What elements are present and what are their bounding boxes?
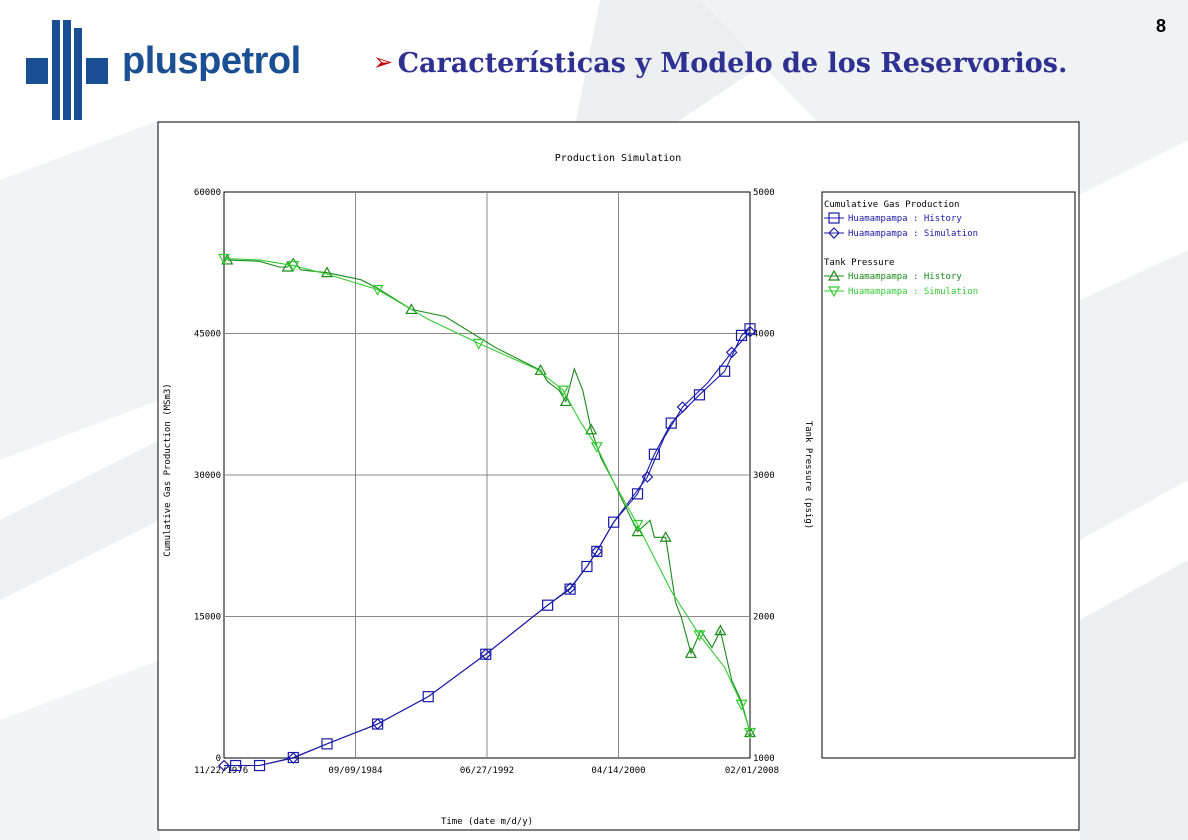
- legend-label: Huamampampa : Simulation: [848, 287, 978, 297]
- series-line: [224, 331, 751, 767]
- diamond-marker: [218, 759, 230, 772]
- series-line: [223, 257, 751, 733]
- diamond-marker: [371, 718, 384, 730]
- diamond-marker: [828, 227, 840, 239]
- y-tick-label-left: 0: [216, 754, 221, 764]
- x-axis-ticks: 11/22/1976 09/09/1984 06/27/1992 04/14/2000…: [194, 766, 779, 776]
- square-marker: [719, 365, 731, 377]
- slide-title: ➢ Características y Modelo de los Reserv…: [373, 48, 1067, 79]
- x-tick-label: 02/01/2008: [725, 766, 779, 776]
- square-marker: [631, 488, 644, 500]
- x-tick-label: 04/14/2000: [591, 766, 645, 776]
- square-marker: [542, 599, 554, 611]
- triangle-up-marker: [714, 624, 727, 636]
- square-marker: [581, 560, 593, 573]
- triangle-up-marker: [659, 531, 672, 542]
- triangle-down-marker: [743, 727, 757, 739]
- triangle-up-marker: [405, 303, 418, 315]
- square-marker: [828, 212, 840, 224]
- right-axis-ticks: 5000 4000 3000 2000 1000: [753, 188, 775, 764]
- square-marker: [665, 417, 677, 429]
- triangle-down-marker: [557, 385, 570, 397]
- triangle-up-marker: [827, 269, 841, 281]
- triangle-down-marker: [590, 442, 603, 453]
- triangle-down-marker: [472, 338, 485, 350]
- diamond-marker: [564, 582, 576, 595]
- diamond-marker: [287, 752, 300, 764]
- pluspetrol-logo-mark: [26, 20, 108, 120]
- triangle-down-marker: [735, 699, 748, 711]
- x-axis-label: Time (date m/d/y): [441, 817, 533, 827]
- triangle-up-marker: [320, 266, 334, 278]
- logo-wordmark: pluspetrol: [122, 40, 301, 82]
- triangle-up-marker: [559, 395, 572, 407]
- y-tick-label-left: 45000: [194, 330, 221, 340]
- legend-label: Huamampampa : History: [848, 272, 962, 282]
- x-tick-label: 11/22/1976: [194, 766, 248, 776]
- y-tick-label-left: 30000: [194, 471, 221, 481]
- triangle-up-marker: [631, 525, 644, 537]
- grid-lines: [224, 192, 750, 758]
- square-marker: [321, 738, 333, 750]
- y-tick-label-left: 15000: [194, 613, 221, 623]
- triangle-down-marker: [371, 285, 384, 296]
- square-marker: [564, 583, 576, 595]
- diamond-marker: [676, 401, 689, 413]
- y-tick-label-left: 60000: [194, 188, 221, 198]
- square-marker: [422, 691, 434, 703]
- page-number: 8: [1155, 16, 1166, 36]
- series-pressure-triangle-down: [217, 253, 757, 739]
- x-tick-label: 09/09/1984: [328, 766, 382, 776]
- y-tick-label-right: 1000: [753, 754, 775, 764]
- slide-title-text: Características y Modelo de los Reservor…: [397, 48, 1068, 79]
- triangle-down-marker: [693, 630, 706, 642]
- triangle-down-marker: [217, 253, 231, 265]
- triangle-up-marker: [221, 253, 234, 265]
- y-axis-right-label: Tank Pressure (psig): [803, 421, 813, 529]
- triangle-down-marker: [631, 519, 644, 531]
- y-tick-label-right: 4000: [753, 330, 775, 340]
- y-axis-left-label: Cumulative Gas Production (MSm3): [163, 383, 173, 556]
- y-tick-label-right: 5000: [753, 188, 775, 198]
- square-marker: [608, 516, 620, 528]
- triangle-down-marker: [827, 286, 841, 298]
- legend-label: Huamampampa : History: [848, 214, 962, 224]
- diamond-marker: [590, 545, 603, 558]
- legend-entry-pressure-history: Huamampampa : History: [824, 269, 962, 282]
- series-layer: [217, 253, 757, 772]
- pluspetrol-logo: pluspetrol: [26, 20, 316, 120]
- diamond-marker: [641, 471, 654, 483]
- legend-group-pressure: Tank Pressure: [824, 258, 894, 268]
- y-tick-label-right: 2000: [753, 613, 775, 623]
- legend-entry-pressure-simulation: Huamampampa : Simulation: [824, 286, 978, 298]
- triangle-down-marker: [287, 260, 300, 272]
- left-axis-ticks: 60000 45000 30000 15000 0: [194, 188, 221, 764]
- legend-group-gas: Cumulative Gas Production: [824, 200, 959, 210]
- y-tick-label-right: 3000: [753, 471, 775, 481]
- triangle-up-marker: [281, 260, 294, 272]
- diamond-marker: [479, 648, 492, 661]
- legend-entry-gas-history: Huamampampa : History: [824, 212, 962, 224]
- legend-label: Huamampampa : Simulation: [848, 229, 978, 239]
- square-marker: [744, 323, 756, 335]
- diamond-marker: [725, 346, 738, 359]
- triangle-up-marker: [585, 423, 598, 435]
- diamond-marker: [744, 325, 756, 338]
- series-gas-diamond: [218, 325, 756, 772]
- x-tick-label: 06/27/1992: [460, 766, 514, 776]
- arrow-bullet-icon: ➢: [373, 48, 394, 76]
- chart-title: Production Simulation: [555, 153, 681, 164]
- legend-box: [821, 191, 1076, 759]
- legend-entry-gas-simulation: Huamampampa : Simulation: [824, 227, 978, 239]
- triangle-up-marker: [684, 647, 697, 658]
